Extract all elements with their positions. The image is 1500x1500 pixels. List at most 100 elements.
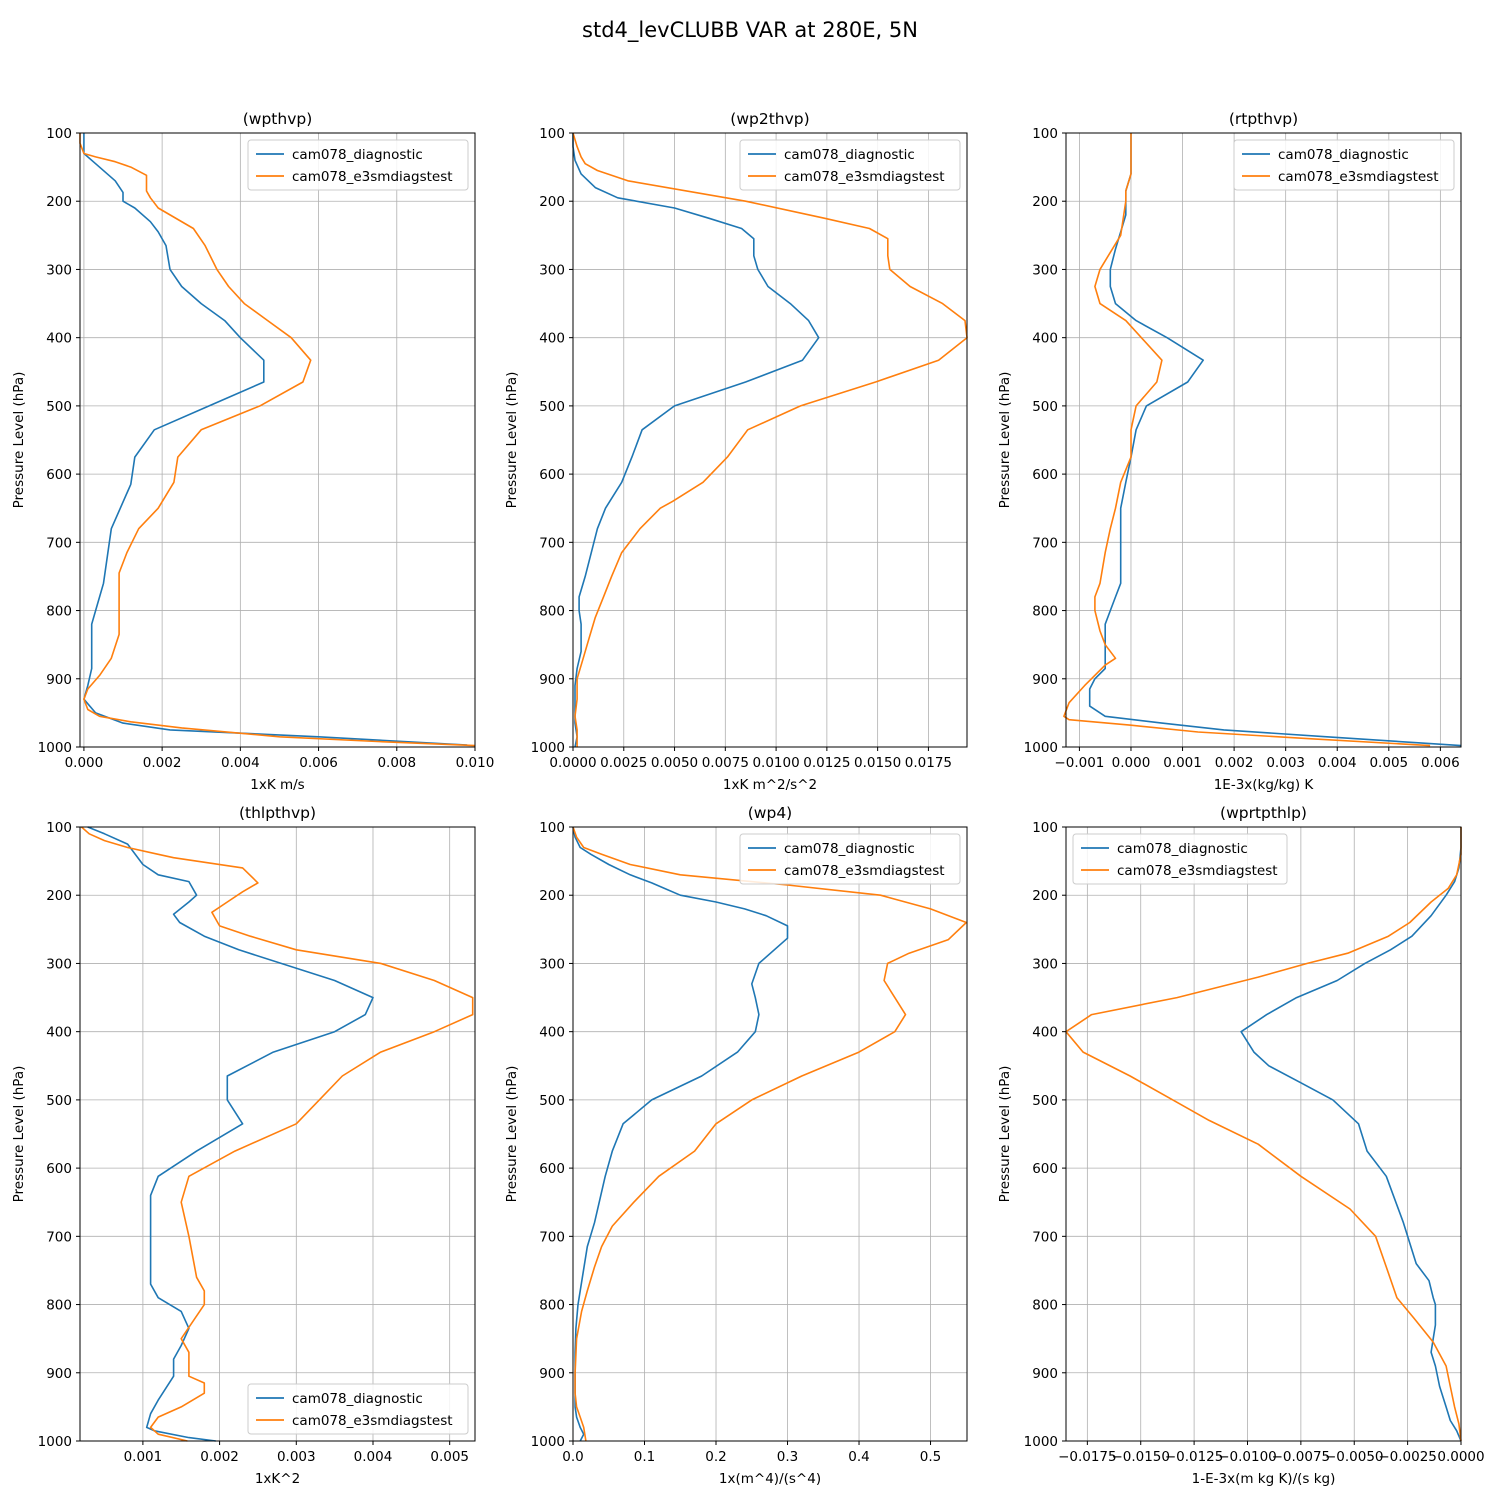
x-tick-label: 0.0125 [803, 755, 850, 771]
x-tick-label: −0.0150 [1111, 1449, 1170, 1465]
y-tick-label: 400 [46, 1025, 72, 1041]
y-tick-label: 500 [46, 399, 72, 415]
subplot-title: (rtpthvp) [1229, 110, 1298, 128]
legend: cam078_diagnostic cam078_e3smdiagstest [1233, 139, 1455, 191]
series-line-1 [87, 826, 374, 1442]
y-tick-label: 700 [1032, 1229, 1058, 1245]
x-tick-label: 0.006 [1421, 755, 1460, 771]
y-tick-label: 500 [539, 399, 565, 415]
legend-box [247, 139, 469, 191]
axes-frame [79, 826, 476, 1442]
subplot-title: (thlpthvp) [239, 804, 316, 822]
series-line-1 [572, 826, 789, 1442]
x-tick-label: 0.004 [354, 1449, 393, 1465]
figure-title: std4_levCLUBB VAR at 280E, 5N [582, 18, 918, 43]
y-tick-label: 300 [46, 262, 72, 278]
y-tick-label: 400 [1032, 331, 1058, 347]
y-tick-label: 700 [539, 535, 565, 551]
x-tick-label: 0.010 [456, 755, 495, 771]
y-tick-label: 1000 [531, 740, 565, 756]
legend: cam078_diagnostic cam078_e3smdiagstest [247, 1383, 469, 1435]
subplot-title: (wp2thvp) [730, 110, 809, 128]
axes-frame [572, 132, 968, 748]
y-axis-label: Pressure Level (hPa) [504, 372, 520, 509]
axes-frame [1065, 826, 1462, 1442]
y-tick-label: 600 [1032, 1161, 1058, 1177]
subplot-5: 0.0 0.1 0.2 0.3 0.4 0.5 100 200 300 400 500 600 700 8… [504, 804, 968, 1487]
x-axis-label: 1xK m/s [250, 777, 304, 793]
y-tick-label: 700 [539, 1229, 565, 1245]
x-tick-label: 0.0 [562, 1449, 583, 1465]
x-tick-label: −0.0100 [1218, 1449, 1277, 1465]
x-tick-label: 0.0150 [854, 755, 901, 771]
y-tick-label: 1000 [1024, 740, 1058, 756]
legend: cam078_diagnostic cam078_e3smdiagstest [739, 139, 961, 191]
y-tick-label: 500 [46, 1093, 72, 1109]
legend-label-1: cam078_diagnostic [292, 147, 423, 163]
y-tick-label: 400 [539, 331, 565, 347]
x-tick-label: −0.0175 [1058, 1449, 1117, 1465]
y-tick-label: 200 [539, 194, 565, 210]
x-tick-label: 0.000 [65, 755, 104, 771]
y-tick-label: 800 [1032, 604, 1058, 620]
x-axis-label: 1x(m^4)/(s^4) [719, 1471, 821, 1487]
legend-box [247, 1383, 469, 1435]
y-tick-label: 400 [46, 331, 72, 347]
x-tick-label: 0.004 [221, 755, 260, 771]
y-tick-label: 300 [1032, 262, 1058, 278]
y-tick-label: 500 [539, 1093, 565, 1109]
y-tick-label: 800 [46, 1298, 72, 1314]
x-tick-label: 0.5 [920, 1449, 941, 1465]
y-tick-label: 1000 [38, 740, 72, 756]
legend-label-2: cam078_e3smdiagstest [292, 169, 453, 185]
x-tick-label: 0.0175 [905, 755, 952, 771]
subplot-4: 0.001 0.002 0.003 0.004 0.005 100 200 300 400 500… [11, 804, 476, 1487]
y-tick-label: 100 [1032, 126, 1058, 142]
y-tick-label: 600 [46, 467, 72, 483]
x-tick-label: 0.002 [200, 1449, 239, 1465]
y-tick-label: 900 [1032, 672, 1058, 688]
x-axis-label: 1xK m^2/s^2 [723, 777, 817, 793]
y-tick-label: 600 [539, 467, 565, 483]
axes-frame [79, 132, 476, 748]
x-tick-label: −0.0075 [1272, 1449, 1331, 1465]
y-tick-label: 500 [1032, 1093, 1058, 1109]
y-tick-label: 100 [1032, 820, 1058, 836]
x-tick-label: 0.0100 [752, 755, 799, 771]
x-tick-label: 0.000 [1112, 755, 1151, 771]
y-tick-label: 300 [46, 956, 72, 972]
subplot-6: −0.0175−0.0150−0.0125−0.0100−0.0075−0.00… [997, 804, 1485, 1487]
subplot-3: −0.001 0.000 0.001 0.002 0.003 0.004 0.005 0.00… [997, 110, 1462, 793]
y-tick-label: 900 [46, 1366, 72, 1382]
y-tick-label: 900 [539, 1366, 565, 1382]
y-tick-label: 900 [539, 672, 565, 688]
series-line-2 [79, 133, 476, 747]
subplot-title: (wprtpthlp) [1220, 804, 1307, 822]
y-axis-label: Pressure Level (hPa) [11, 1066, 27, 1203]
y-axis-label: Pressure Level (hPa) [504, 1066, 520, 1203]
series-line-2 [1063, 133, 1431, 747]
y-tick-label: 100 [46, 126, 72, 142]
y-tick-label: 800 [1032, 1298, 1058, 1314]
legend-box [739, 139, 961, 191]
legend-box [1233, 139, 1455, 191]
y-tick-label: 900 [1032, 1366, 1058, 1382]
y-tick-label: 100 [46, 820, 72, 836]
y-tick-label: 300 [1032, 956, 1058, 972]
y-tick-label: 800 [539, 604, 565, 620]
x-tick-label: 0.4 [848, 1449, 869, 1465]
y-axis-label: Pressure Level (hPa) [997, 372, 1013, 509]
series-line-1 [1088, 133, 1462, 747]
y-tick-label: 200 [1032, 194, 1058, 210]
y-tick-label: 1000 [1024, 1434, 1058, 1450]
legend-label-1: cam078_diagnostic [784, 841, 915, 857]
x-tick-label: 0.008 [377, 755, 416, 771]
y-tick-label: 200 [46, 888, 72, 904]
y-tick-label: 1000 [38, 1434, 72, 1450]
y-tick-label: 1000 [531, 1434, 565, 1450]
x-tick-label: −0.0025 [1378, 1449, 1437, 1465]
y-tick-label: 100 [539, 126, 565, 142]
axes-frame [572, 826, 968, 1442]
y-tick-label: 700 [46, 1229, 72, 1245]
